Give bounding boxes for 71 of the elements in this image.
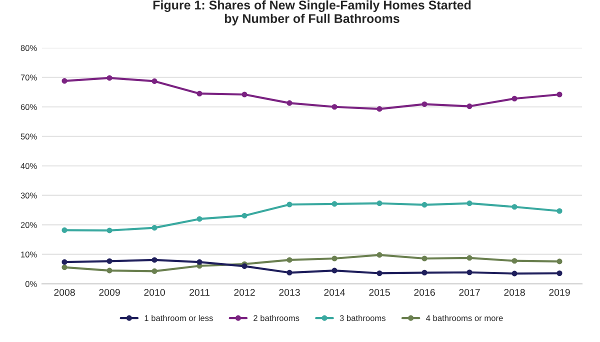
point: [512, 270, 518, 276]
y-tick-label: 30%: [20, 192, 37, 198]
x-tick-label: 2017: [459, 288, 480, 296]
point: [106, 258, 112, 264]
point: [556, 270, 562, 276]
point: [556, 208, 562, 214]
y-tick-label: 50%: [20, 134, 37, 140]
point: [286, 270, 292, 276]
point: [196, 90, 202, 96]
point: [286, 202, 292, 208]
point: [62, 78, 68, 84]
point: [556, 92, 562, 98]
chart-title: Figure 1: Shares of New Single-Family Homes Started by Number of Full Bathrooms: [153, 0, 471, 26]
point: [422, 202, 428, 208]
x-tick-label: 2011: [190, 288, 210, 296]
point: [332, 201, 338, 207]
point: [422, 256, 428, 262]
point: [62, 227, 68, 233]
point: [376, 270, 382, 276]
point: [332, 256, 338, 262]
point: [196, 259, 202, 265]
point: [242, 212, 248, 218]
legend-label: 3 bathrooms: [340, 314, 386, 322]
y-tick-label: 0%: [25, 281, 37, 287]
point: [286, 257, 292, 263]
y-tick-label: 40%: [20, 163, 37, 169]
point: [242, 92, 248, 98]
point: [152, 225, 158, 231]
point: [376, 200, 382, 206]
x-tick-label: 2016: [414, 288, 435, 296]
x-tick-label: 2018: [504, 288, 525, 296]
y-tick-label: 60%: [20, 104, 37, 110]
x-tick-label: 2010: [144, 288, 165, 296]
legend-label: 2 bathrooms: [254, 314, 300, 322]
point: [466, 255, 472, 261]
point: [152, 78, 158, 84]
y-tick-label: 80%: [20, 45, 37, 51]
point: [332, 268, 338, 274]
point: [376, 252, 382, 258]
point: [196, 216, 202, 222]
point: [106, 228, 112, 234]
point: [62, 264, 68, 270]
legend-label: 1 bathroom or less: [144, 314, 213, 322]
point: [422, 101, 428, 107]
point: [512, 96, 518, 102]
x-tick-label: 2009: [99, 288, 120, 296]
x-tick-label: 2012: [234, 288, 255, 296]
point: [556, 258, 562, 264]
point: [512, 204, 518, 210]
legend-label: 4 bathrooms or more: [426, 314, 503, 322]
y-tick-label: 70%: [20, 74, 37, 80]
point: [466, 200, 472, 206]
x-tick-label: 2014: [324, 288, 346, 296]
point: [512, 258, 518, 264]
x-tick-label: 2013: [279, 288, 300, 296]
y-tick-label: 20%: [20, 222, 37, 228]
x-tick-label: 2019: [549, 288, 570, 296]
point: [62, 259, 68, 265]
point: [106, 268, 112, 274]
point: [152, 257, 158, 263]
point: [422, 270, 428, 276]
y-tick-label: 10%: [21, 252, 37, 258]
x-tick-label: 2015: [369, 288, 390, 296]
point: [286, 100, 292, 106]
x-tick-label: 2008: [54, 288, 75, 296]
point: [106, 75, 112, 81]
point: [332, 104, 338, 110]
point: [152, 268, 158, 274]
point: [466, 104, 472, 110]
point: [466, 270, 472, 276]
point: [376, 106, 382, 112]
